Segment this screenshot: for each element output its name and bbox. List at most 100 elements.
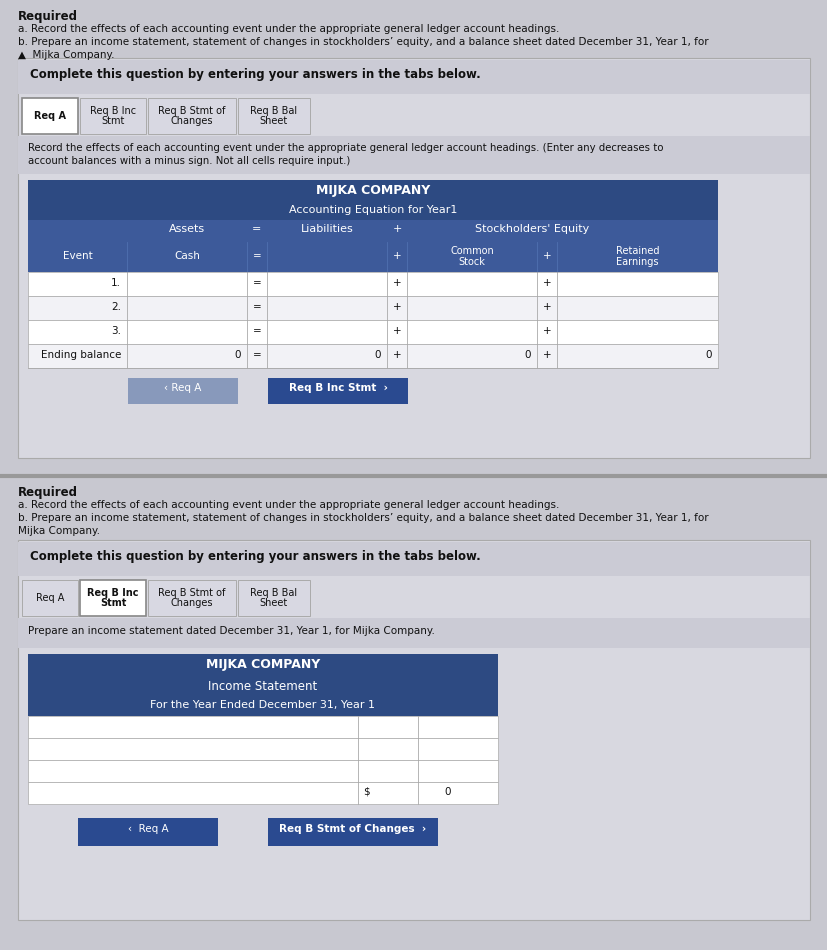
Text: Req B Bal: Req B Bal xyxy=(250,588,297,598)
Bar xyxy=(18,542,809,576)
Text: Ending balance: Ending balance xyxy=(41,350,121,360)
Bar xyxy=(28,738,497,760)
Text: +: + xyxy=(542,350,551,360)
Text: Req B Inc Stmt  ›: Req B Inc Stmt › xyxy=(289,383,387,393)
Bar xyxy=(80,98,146,134)
Bar xyxy=(22,580,78,616)
Text: Required: Required xyxy=(18,10,78,23)
Text: Prepare an income statement dated December 31, Year 1, for Mijka Company.: Prepare an income statement dated Decemb… xyxy=(28,626,434,636)
Text: +: + xyxy=(392,251,401,261)
Text: +: + xyxy=(542,278,551,288)
Text: +: + xyxy=(542,326,551,336)
Bar xyxy=(28,676,497,696)
Text: =: = xyxy=(252,251,261,261)
Text: Req B Bal: Req B Bal xyxy=(250,106,297,116)
Bar xyxy=(28,696,497,716)
Bar xyxy=(18,540,809,920)
Text: Req A: Req A xyxy=(36,593,65,603)
Text: a. Record the effects of each accounting event under the appropriate general led: a. Record the effects of each accounting… xyxy=(18,24,559,34)
Text: Earnings: Earnings xyxy=(615,257,658,267)
Text: 2.: 2. xyxy=(111,302,121,312)
Text: Req A: Req A xyxy=(34,111,66,121)
Text: Required: Required xyxy=(18,486,78,499)
Text: b. Prepare an income statement, statement of changes in stockholders’ equity, an: b. Prepare an income statement, statemen… xyxy=(18,513,708,523)
Text: +: + xyxy=(392,278,401,288)
Text: 3.: 3. xyxy=(111,326,121,336)
Text: Stock: Stock xyxy=(458,257,485,267)
Bar xyxy=(28,320,717,344)
Bar xyxy=(28,654,497,676)
Text: b. Prepare an income statement, statement of changes in stockholders’ equity, an: b. Prepare an income statement, statemen… xyxy=(18,37,708,47)
Bar xyxy=(237,98,309,134)
Bar xyxy=(28,760,497,782)
Text: MIJKA COMPANY: MIJKA COMPANY xyxy=(206,658,320,671)
Text: Liabilities: Liabilities xyxy=(300,224,353,234)
Text: ▲  Mijka Company.: ▲ Mijka Company. xyxy=(18,50,114,60)
Text: +: + xyxy=(392,224,401,234)
Text: ‹  Req A: ‹ Req A xyxy=(127,824,168,834)
Bar xyxy=(268,378,408,404)
Text: +: + xyxy=(392,350,401,360)
Text: 0: 0 xyxy=(374,350,380,360)
Bar xyxy=(22,98,78,134)
Bar xyxy=(28,716,497,738)
Text: =: = xyxy=(252,224,261,234)
Text: =: = xyxy=(252,278,261,288)
Bar xyxy=(28,202,717,220)
Bar xyxy=(28,242,717,272)
Text: +: + xyxy=(392,326,401,336)
Text: ‹ Req A: ‹ Req A xyxy=(164,383,202,393)
Text: Complete this question by entering your answers in the tabs below.: Complete this question by entering your … xyxy=(30,550,480,563)
Bar xyxy=(28,296,717,320)
Text: Sheet: Sheet xyxy=(260,598,288,608)
Text: Sheet: Sheet xyxy=(260,116,288,126)
Text: =: = xyxy=(252,350,261,360)
Text: =: = xyxy=(252,326,261,336)
Text: a. Record the effects of each accounting event under the appropriate general led: a. Record the effects of each accounting… xyxy=(18,500,559,510)
Bar xyxy=(148,580,236,616)
Text: Complete this question by entering your answers in the tabs below.: Complete this question by entering your … xyxy=(30,68,480,81)
Text: Req B Inc: Req B Inc xyxy=(87,588,139,598)
Bar xyxy=(237,580,309,616)
Text: Stmt: Stmt xyxy=(100,598,126,608)
Text: Common: Common xyxy=(450,246,493,256)
Text: Req B Stmt of: Req B Stmt of xyxy=(158,106,226,116)
Text: For the Year Ended December 31, Year 1: For the Year Ended December 31, Year 1 xyxy=(151,700,375,710)
Bar xyxy=(0,478,827,950)
Text: Record the effects of each accounting event under the appropriate general ledger: Record the effects of each accounting ev… xyxy=(28,143,662,153)
Text: Income Statement: Income Statement xyxy=(208,680,318,693)
Text: Req B Stmt of Changes  ›: Req B Stmt of Changes › xyxy=(279,824,426,834)
Text: +: + xyxy=(542,302,551,312)
Text: 0: 0 xyxy=(234,350,241,360)
Text: Changes: Changes xyxy=(170,116,213,126)
Bar xyxy=(18,136,809,174)
Text: MIJKA COMPANY: MIJKA COMPANY xyxy=(315,184,429,197)
Text: 0: 0 xyxy=(705,350,711,360)
Text: =: = xyxy=(252,302,261,312)
Bar xyxy=(0,0,827,472)
Bar xyxy=(28,344,717,368)
Text: Changes: Changes xyxy=(170,598,213,608)
Text: Accounting Equation for Year1: Accounting Equation for Year1 xyxy=(289,205,457,215)
Text: Mijka Company.: Mijka Company. xyxy=(18,526,100,536)
Text: Cash: Cash xyxy=(174,251,199,261)
Text: +: + xyxy=(542,251,551,261)
Bar xyxy=(18,60,809,94)
Bar xyxy=(128,378,237,404)
Bar xyxy=(78,818,218,846)
Text: 0: 0 xyxy=(523,350,530,360)
Bar xyxy=(80,580,146,616)
Text: $: $ xyxy=(362,787,369,797)
Text: +: + xyxy=(392,302,401,312)
Bar xyxy=(28,272,717,296)
Text: 0: 0 xyxy=(444,787,451,797)
Text: Req B Inc: Req B Inc xyxy=(90,106,136,116)
Text: 1.: 1. xyxy=(111,278,121,288)
Bar xyxy=(28,220,717,242)
Text: account balances with a minus sign. Not all cells require input.): account balances with a minus sign. Not … xyxy=(28,156,350,166)
Text: Retained: Retained xyxy=(615,246,658,256)
Text: Stockholders' Equity: Stockholders' Equity xyxy=(475,224,589,234)
Bar xyxy=(18,58,809,458)
Bar xyxy=(28,180,717,202)
Bar xyxy=(18,618,809,648)
